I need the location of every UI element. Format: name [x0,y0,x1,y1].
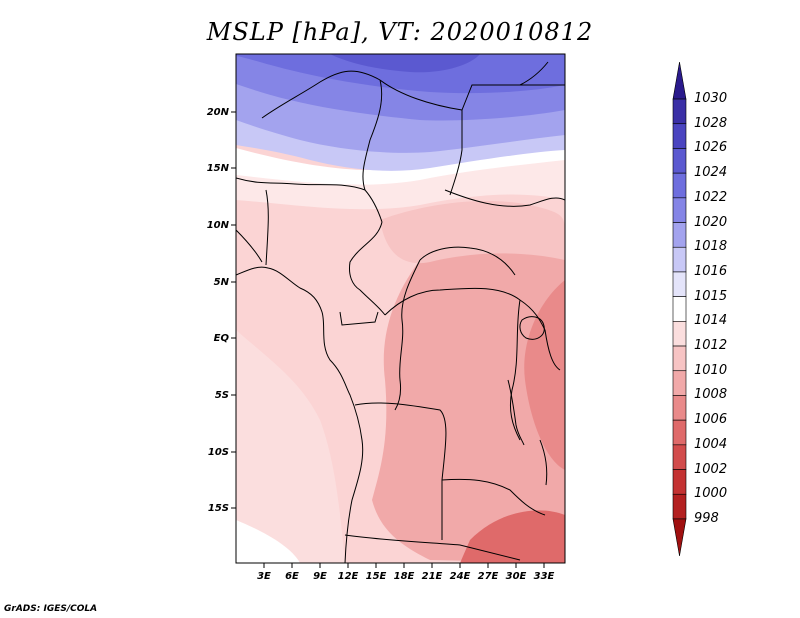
colorbar-level-label: 1020 [694,214,728,230]
lat-label-20n: 20N [207,107,230,118]
border-14 [544,329,561,371]
isobar-1014-band [236,138,565,185]
colorbar-swatch [672,296,687,322]
high-pressure-1024 [330,54,480,73]
colorbar-level-label: 1016 [694,263,728,279]
colorbar-level-label: 1024 [694,165,728,181]
lat-label-15n: 15N [207,163,230,174]
lat-label-10n: 10N [207,220,230,231]
latitude-ticks: 20N 15N 10N 5N EQ 5S 10S 15S [207,107,236,514]
lon-label-3e: 3E [257,571,271,582]
border-3 [384,287,546,331]
border-11 [379,79,565,111]
colorbar-swatch [672,493,687,520]
pressure-field [236,54,565,563]
colorbar-level-label: 1018 [694,239,728,255]
colorbar-swatch [672,271,687,297]
border-5 [354,402,447,540]
colorbar-swatch [672,246,687,273]
colorbar-swatch [672,222,687,248]
lat-label-5n: 5N [214,277,230,288]
border-7 [344,534,521,561]
border-18 [265,189,269,266]
border-8 [449,110,463,196]
lon-label-27e: 27E [478,571,499,582]
border-15 [419,246,516,276]
border-2 [349,221,386,316]
colorbar-swatch [672,469,687,495]
colorbar-level-label: 1030 [694,91,728,107]
low-pressure-core-south [460,510,565,563]
border-12 [444,189,565,207]
coastline-west-africa [236,266,364,563]
colorbar-level-label: 1028 [694,115,728,131]
border-1 [236,177,383,223]
colorbar-level-label: 1008 [694,387,728,403]
lake-tanganyika [507,379,525,446]
low-pressure-band-north [380,200,565,264]
lat-label-5s: 5S [215,390,229,401]
lon-label-6e: 6E [285,571,299,582]
colorbar-swatch [672,197,687,223]
border-16 [394,259,421,411]
colorbar-level-label: 1026 [694,140,728,156]
lon-label-9e: 9E [313,571,327,582]
lon-label-30e: 30E [506,571,527,582]
border-6 [441,478,546,516]
coastal-higher-pressure [236,330,345,563]
lon-label-12e: 12E [338,571,359,582]
colorbar-swatch [672,518,687,557]
political-boundaries [236,61,565,563]
colorbar-swatch [672,172,687,199]
lon-label-21e: 21E [422,571,443,582]
lake-victoria [519,316,545,340]
lon-label-33e: 33E [534,571,555,582]
longitude-ticks: 3E 6E 9E 12E 15E 18E 21E 24E 27E 30E 33E [257,563,555,582]
grads-credit: GrADS: IGES/COLA [4,604,98,614]
colorbar-swatch [672,123,687,149]
low-pressure-core-east [524,280,565,470]
red-sea-coast [519,61,549,86]
high-pressure-1022 [236,54,565,94]
colorbar-swatch [672,148,687,174]
lon-label-24e: 24E [450,571,471,582]
border-13 [509,299,521,441]
lake-malawi [539,439,548,486]
border-4 [339,311,379,326]
border-9 [362,79,383,191]
border-17 [236,229,263,263]
colorbar-level-label: 1015 [694,288,728,304]
south-west-higher-pressure [236,520,300,563]
colorbar-swatch [672,444,687,470]
colorbar [672,61,687,557]
colorbar-level-label: 998 [694,510,719,526]
colorbar-swatch [672,61,687,100]
low-pressure-zone [372,243,565,563]
colorbar-swatch [672,370,687,396]
colorbar-swatch [672,345,687,372]
lat-label-10s: 10S [208,447,229,458]
map-frame [235,53,566,564]
colorbar-swatch [672,419,687,446]
colorbar-level-label: 1022 [694,189,728,205]
colorbar-level-label: 1014 [694,313,728,329]
colorbar-level-label: 1004 [694,436,728,452]
colorbar-level-label: 1012 [694,338,728,354]
colorbar-swatch [672,98,687,125]
map-title: MSLP [hPa], VT: 2020010812 [206,18,594,46]
colorbar-level-label: 1002 [694,461,728,477]
colorbar-swatch [672,395,687,421]
colorbar-level-label: 1010 [694,362,728,378]
lon-label-15e: 15E [366,571,387,582]
lat-label-eq: EQ [214,333,230,344]
colorbar-swatch [672,321,687,347]
border-10 [261,70,381,119]
colorbar-level-label: 1006 [694,412,728,428]
lon-label-18e: 18E [394,571,415,582]
lat-label-15s: 15S [208,503,229,514]
colorbar-level-label: 1000 [694,486,728,502]
